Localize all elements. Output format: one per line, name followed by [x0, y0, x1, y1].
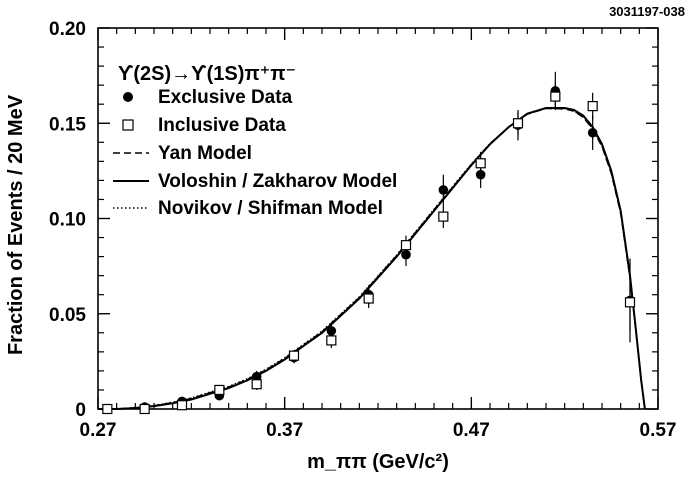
y-tick-label: 0.20	[49, 19, 86, 40]
exclusive-data-point	[438, 185, 449, 195]
inclusive-data-point	[288, 350, 300, 361]
figure-id: 3031197-038	[609, 4, 685, 19]
model-curves	[98, 107, 646, 410]
inclusive-data-point	[363, 293, 374, 304]
y-tick-label: 0	[75, 400, 86, 421]
y-tick-label: 0.15	[49, 114, 86, 135]
legend-marker-exclusive	[123, 92, 133, 102]
x-tick-label: 0.47	[453, 420, 490, 441]
legend: ϒ(2S)→ϒ(1S)π⁺π⁻ Exclusive Data Inclusive …	[113, 63, 397, 219]
inclusive-data-point	[624, 297, 636, 308]
y-axis-ticks: 0 0.05 0.10 0.15 0.20	[49, 19, 658, 421]
exclusive-data-point	[251, 371, 262, 382]
y-tick-label: 0.10	[49, 210, 86, 231]
y-tick-label: 0.05	[49, 305, 86, 326]
inclusive-data-point	[438, 211, 449, 222]
decay-label: ϒ(2S)→ϒ(1S)π⁺π⁻	[118, 63, 296, 85]
inclusive-data-point	[139, 403, 150, 415]
inclusive-data-point	[400, 240, 412, 251]
inclusive-data-point	[102, 403, 113, 415]
legend-label: Inclusive Data	[158, 115, 286, 136]
inclusive-data-point	[326, 335, 337, 346]
legend-marker-inclusive	[122, 119, 134, 131]
x-tick-label: 0.37	[266, 420, 303, 441]
exclusive-data-point	[587, 127, 598, 138]
curve-novikov-shifman-model	[98, 107, 646, 410]
legend-label: Novikov / Shifman Model	[158, 198, 383, 219]
inclusive-data-point	[550, 91, 561, 102]
data-points	[102, 71, 636, 415]
legend-label: Voloshin / Zakharov Model	[158, 171, 397, 192]
x-tick-label: 0.57	[640, 420, 677, 441]
x-tick-label: 0.27	[80, 420, 117, 441]
inclusive-data-point	[587, 101, 598, 112]
inclusive-data-point	[251, 379, 262, 390]
inclusive-data-point	[214, 384, 225, 396]
y-axis-title: Fraction of Events / 20 MeV	[5, 94, 27, 355]
exclusive-data-point	[326, 326, 337, 336]
legend-label: Yan Model	[158, 143, 252, 164]
legend-label: Exclusive Data	[158, 87, 293, 108]
x-axis-ticks: 0.27 0.37 0.47 0.57	[80, 28, 677, 441]
inclusive-data-point	[512, 118, 524, 129]
inclusive-data-point	[176, 400, 188, 411]
x-axis-title: m_ππ (GeV/c²)	[307, 451, 449, 473]
inclusive-data-point	[475, 158, 486, 169]
